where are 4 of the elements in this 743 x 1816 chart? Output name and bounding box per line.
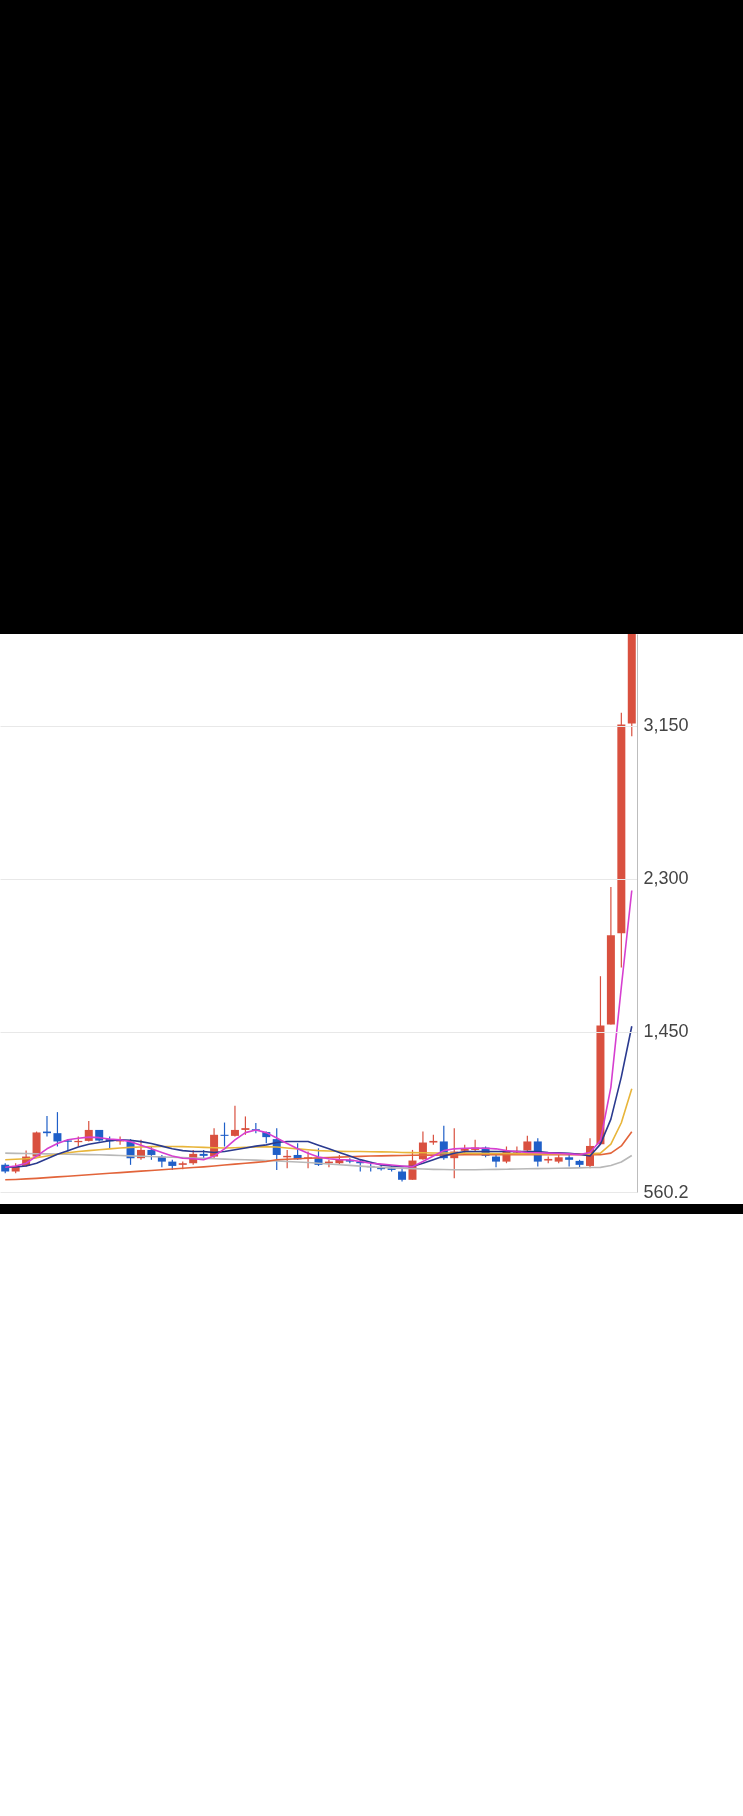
y-tick-label: 3,150 bbox=[643, 715, 689, 736]
y-tick-label: 2,300 bbox=[643, 868, 689, 889]
y-tick-label: 1,450 bbox=[643, 1021, 689, 1042]
y-tick-label: 560.2 bbox=[643, 1181, 689, 1202]
